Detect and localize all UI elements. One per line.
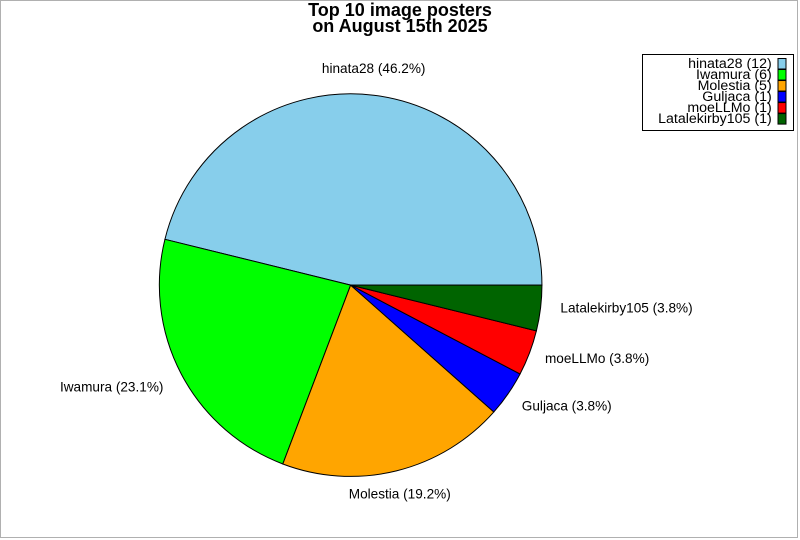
svg-text:moeLLMo (3.8%): moeLLMo (3.8%) — [545, 351, 649, 366]
svg-text:Molestia (19.2%): Molestia (19.2%) — [349, 486, 451, 501]
svg-text:Iwamura (23.1%): Iwamura (23.1%) — [60, 379, 164, 394]
svg-text:hinata28 (46.2%): hinata28 (46.2%) — [322, 61, 426, 76]
svg-text:Guljaca (3.8%): Guljaca (3.8%) — [522, 398, 612, 413]
svg-text:Latalekirby105 (1): Latalekirby105 (1) — [658, 111, 772, 127]
svg-text:Latalekirby105 (3.8%): Latalekirby105 (3.8%) — [560, 301, 692, 316]
